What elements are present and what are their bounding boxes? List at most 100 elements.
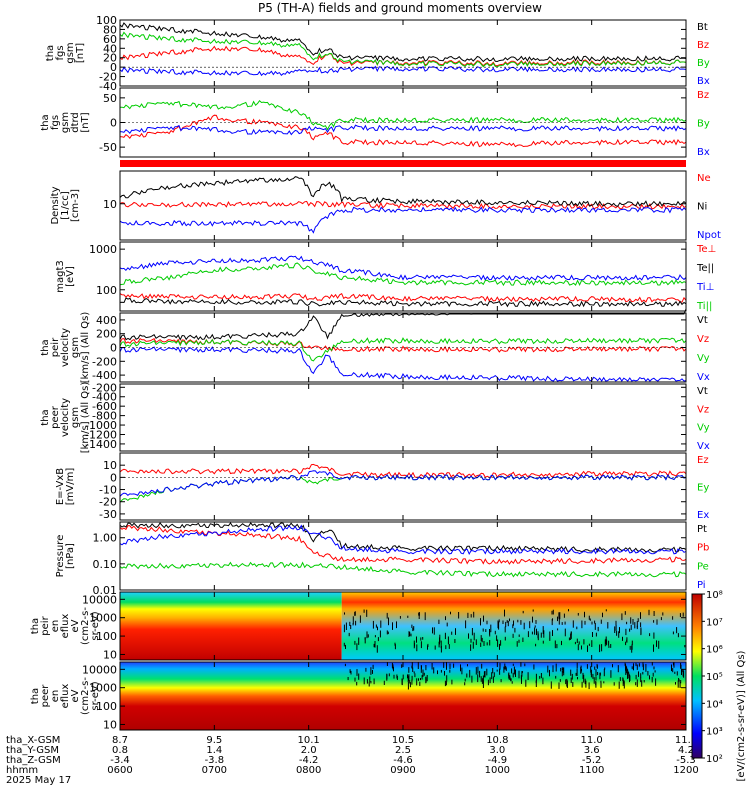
spectrogram-texture <box>555 663 557 672</box>
spectrogram-texture <box>499 668 501 675</box>
spectrogram-texture <box>443 662 445 668</box>
spectrogram-texture <box>502 620 504 624</box>
y-axis-label: [nT] <box>75 43 86 63</box>
x-row-value: 2.5 <box>395 745 411 756</box>
spectrogram-texture <box>481 663 483 669</box>
legend-Bt: Bt <box>697 22 708 33</box>
spectrogram-texture <box>583 674 585 683</box>
y-tick-label: 0 <box>110 342 117 355</box>
x-row-name: hhmm <box>6 765 38 776</box>
spectrogram-texture <box>354 611 356 616</box>
spectrogram-texture <box>468 633 469 639</box>
spectrogram-texture <box>592 632 593 637</box>
spectrogram-texture <box>423 672 425 676</box>
spectrogram-texture <box>554 640 556 649</box>
spectrogram-texture <box>370 667 372 675</box>
spectrogram-texture <box>542 677 544 685</box>
spectrogram-texture <box>345 622 347 630</box>
spectrogram-texture <box>466 673 468 678</box>
y-axis-label: (cm2-s- <box>80 607 91 645</box>
spectrogram-texture <box>640 673 642 678</box>
spectrogram-texture <box>525 679 527 687</box>
spectrogram-texture <box>636 621 638 628</box>
legend-Vt: Vt <box>697 315 708 326</box>
spectrogram-texture <box>440 640 442 649</box>
spectrogram-texture <box>483 641 485 646</box>
spectrogram-texture <box>386 674 388 680</box>
spectrogram-texture <box>653 666 655 670</box>
spectrogram-texture <box>352 616 354 625</box>
y-tick-label: 10 <box>103 648 117 661</box>
y-tick-label: -20 <box>99 71 117 84</box>
spectrogram-texture <box>367 634 369 638</box>
spectrogram-texture <box>586 664 588 669</box>
spectrogram-texture <box>549 669 550 677</box>
y-tick-label: -600 <box>92 400 117 413</box>
spectrogram-texture <box>578 641 580 645</box>
spectrogram-texture <box>631 666 633 670</box>
x-row-value: -4.2 <box>299 755 319 766</box>
spectrogram-texture <box>566 678 568 687</box>
colorbar-tick-label: 10⁷ <box>706 617 723 628</box>
series-Ne-line <box>119 200 687 210</box>
y-axis-label: velocity <box>60 398 71 437</box>
x-row-name: tha_Z-GSM <box>6 755 61 766</box>
spectrogram-texture <box>464 678 466 682</box>
spectrogram-texture <box>355 620 357 626</box>
y-axis-label: [1/cc] <box>60 191 71 220</box>
spectrogram-texture <box>407 681 409 690</box>
legend-Ex: Ex <box>697 510 709 521</box>
y-axis-label: fgs <box>50 115 61 130</box>
spectrogram-texture <box>582 672 584 679</box>
spectrogram-texture <box>388 673 390 677</box>
spectrogram-texture <box>534 625 536 628</box>
y-tick-label: 1000 <box>89 682 117 695</box>
x-row-value: 1100 <box>579 765 604 776</box>
x-row-value: -4.6 <box>393 755 413 766</box>
spectrogram-texture <box>421 665 422 670</box>
spectrogram-texture <box>558 682 560 689</box>
spectrogram-texture <box>467 664 468 667</box>
spectrogram-texture <box>629 675 631 681</box>
spectrogram-texture <box>473 611 475 618</box>
x-row-value: 1000 <box>485 765 510 776</box>
spectrogram-texture <box>524 663 526 667</box>
y-axis-label: sr-eV) <box>90 681 101 710</box>
legend-Vx: Vx <box>697 441 710 452</box>
series-By-line <box>120 99 687 131</box>
spectrogram-texture <box>410 633 412 637</box>
spectrogram-texture <box>633 663 634 671</box>
spectrogram-texture <box>470 644 472 651</box>
spectrogram-texture <box>366 609 368 617</box>
series-Bt-line <box>119 22 687 63</box>
x-row-name: tha_Y-GSM <box>6 745 59 756</box>
spectrogram-texture <box>504 626 506 633</box>
y-tick-label: -1200 <box>85 428 117 441</box>
spectrogram-texture <box>454 639 456 643</box>
spectrogram-texture <box>535 643 537 647</box>
colorbar: 10² 10³ 10⁴ 10⁵ 10⁶ 10⁷ 10⁸ [eV/(cm2-s-sr-eV)] … <box>691 590 747 781</box>
spectrogram-texture <box>600 680 602 683</box>
y-axis-label: velocity <box>60 328 71 367</box>
spectrogram-texture <box>625 628 627 636</box>
x-row-value: 10.8 <box>486 735 508 746</box>
y-tick-label: -50 <box>99 141 117 154</box>
spectrogram-texture <box>440 669 442 673</box>
y-tick-label: -200 <box>92 381 117 394</box>
spectrogram-texture <box>505 665 507 670</box>
spectrogram-texture <box>383 680 385 685</box>
spectrogram-texture <box>356 669 358 676</box>
spectrogram-texture <box>604 667 606 670</box>
series-Ti||-line <box>119 262 687 287</box>
spectrogram-texture <box>648 609 650 616</box>
spectrogram-texture <box>610 644 612 648</box>
spectrogram-texture <box>640 677 642 683</box>
spectrogram-texture <box>550 681 552 689</box>
legend-Bx: Bx <box>697 147 710 158</box>
spectrogram-texture <box>559 612 561 620</box>
spectrogram-texture <box>675 682 676 685</box>
spectrogram-texture <box>653 644 654 652</box>
spectrogram-texture <box>635 662 637 666</box>
spectrogram-texture <box>638 671 639 677</box>
